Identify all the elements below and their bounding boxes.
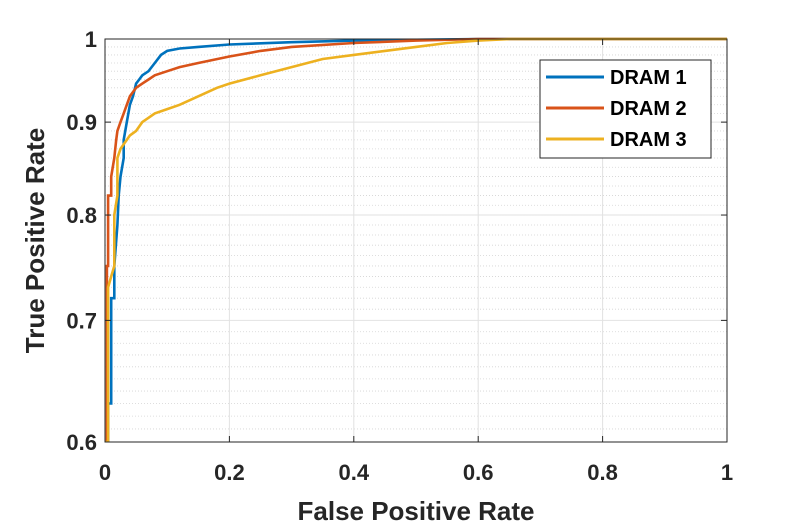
x-tick-label: 0.6 — [463, 460, 494, 485]
x-tick-label: 0.8 — [587, 460, 618, 485]
y-tick-label: 0.8 — [66, 203, 97, 228]
x-axis-ticks: 0 0.2 0.4 0.6 0.8 1 — [99, 39, 733, 485]
x-axis-label: False Positive Rate — [298, 496, 535, 526]
x-tick-label: 0 — [99, 460, 111, 485]
x-tick-label: 0.2 — [214, 460, 245, 485]
series-line-dram-3 — [105, 37, 727, 442]
plot-frame — [104, 38, 728, 443]
y-axis-label: True Positive Rate — [20, 128, 50, 353]
y-axis-ticks: 0.6 0.7 0.8 0.9 1 — [66, 27, 727, 455]
y-tick-label: 0.9 — [66, 110, 97, 135]
series-layer — [105, 37, 727, 442]
legend-label: DRAM 3 — [610, 129, 687, 151]
legend-label: DRAM 1 — [610, 67, 687, 89]
y-tick-label: 1 — [85, 27, 97, 52]
x-tick-label: 0.4 — [339, 460, 370, 485]
legend: DRAM 1 DRAM 2 DRAM 3 — [539, 59, 712, 159]
x-tick-label: 1 — [721, 460, 733, 485]
legend-label: DRAM 2 — [610, 98, 687, 120]
y-tick-label: 0.6 — [66, 430, 97, 455]
series-line-dram-2 — [105, 37, 727, 442]
y-tick-label: 0.7 — [66, 308, 97, 333]
